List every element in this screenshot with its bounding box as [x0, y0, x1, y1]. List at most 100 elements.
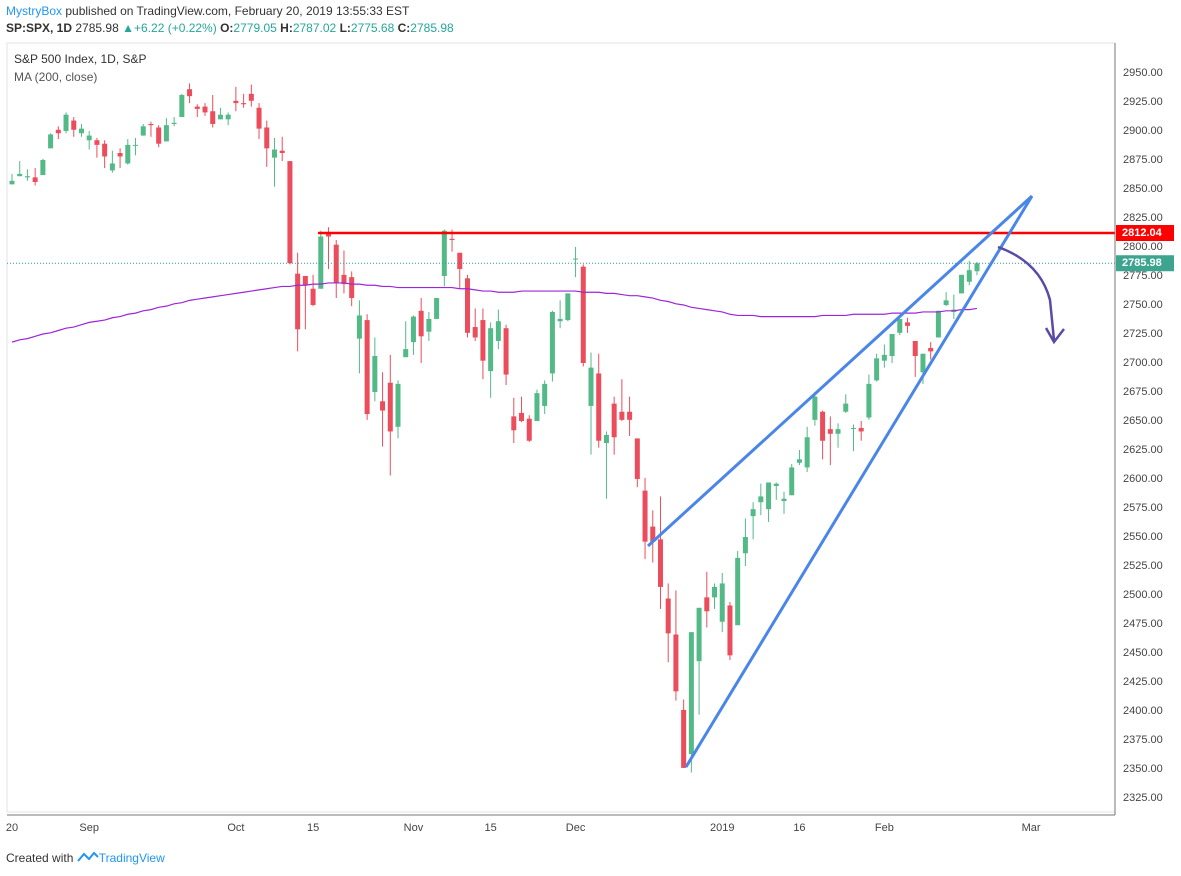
y-tick-label: 2450.00	[1123, 647, 1163, 659]
candle-body	[735, 557, 741, 626]
y-tick-label: 2325.00	[1123, 792, 1163, 804]
last-price-box	[1116, 255, 1174, 272]
chart-title: S&P 500 Index, 1D, S&P	[14, 52, 147, 66]
y-tick-label: 2675.00	[1123, 386, 1163, 398]
arrow: ▲	[122, 21, 134, 35]
x-tick-label: 2019	[710, 822, 734, 834]
candle-body	[665, 598, 671, 634]
labels: 2325.00 2350.00 2375.00 2400.00 2425.00 2450.…	[6, 67, 1174, 834]
candle-body	[380, 401, 386, 411]
y-tick-label: 2875.00	[1123, 154, 1163, 166]
candle-body	[140, 126, 146, 136]
candle-body	[9, 180, 15, 185]
candle-body	[596, 373, 602, 441]
x-tick-label: Nov	[404, 822, 424, 834]
x-tick-label: Mar	[1022, 822, 1041, 834]
candle-body	[843, 403, 849, 412]
candle-body	[681, 709, 687, 768]
author[interactable]: MystryBox	[6, 4, 63, 18]
change: +6.22 (+0.22%)	[134, 21, 217, 35]
candle-body	[480, 320, 486, 361]
footer: Created with TradingView	[6, 850, 165, 865]
candle-body	[866, 383, 872, 418]
candle-body	[966, 270, 972, 282]
candle-body	[472, 327, 478, 338]
candle-body	[71, 120, 77, 130]
candle-body	[943, 300, 949, 305]
published: published on TradingView.com, February 2…	[65, 4, 410, 18]
y-tick-label: 2825.00	[1123, 212, 1163, 224]
candle-body	[812, 396, 818, 420]
y-tick-label: 2700.00	[1123, 357, 1163, 369]
candle-body	[24, 176, 30, 178]
candle-body	[889, 333, 895, 357]
candle-body	[78, 128, 84, 134]
candle-body	[163, 125, 169, 142]
y-tick-label: 2750.00	[1123, 299, 1163, 311]
y-tick-label: 2850.00	[1123, 183, 1163, 195]
candle-body	[912, 340, 918, 357]
candle-body	[295, 273, 301, 330]
candle-body	[318, 236, 324, 289]
candle-body	[750, 509, 756, 517]
candle-body	[789, 467, 795, 496]
h: 2787.02	[292, 21, 337, 35]
candle-body	[32, 177, 38, 183]
candle-body	[364, 320, 370, 415]
trend-line	[646, 194, 1034, 548]
x-tick-label: 16	[793, 822, 805, 834]
last-price-label: 2785.98	[1122, 257, 1162, 269]
candle-body	[712, 586, 718, 598]
o-label: O:	[220, 21, 234, 35]
candle-body	[133, 144, 139, 146]
candle-body	[125, 144, 131, 164]
candle-body	[302, 275, 308, 286]
candle-body	[171, 122, 177, 124]
candle-body	[40, 159, 46, 176]
l-label: L:	[339, 21, 351, 35]
candle-body	[835, 429, 841, 434]
l: 2775.68	[350, 21, 395, 35]
candle-body	[372, 356, 378, 393]
candle-body	[673, 634, 679, 692]
candle-body	[874, 358, 880, 381]
y-tick-label: 2775.00	[1123, 270, 1163, 282]
plot-frame	[6, 42, 1116, 813]
candle-body	[217, 114, 223, 120]
level-label: 2812.04	[1122, 227, 1163, 239]
candle-body	[704, 597, 710, 612]
candle-body	[773, 483, 779, 486]
candle-body	[758, 496, 764, 503]
candle-body	[519, 412, 525, 422]
candle-body	[418, 310, 424, 337]
arrow	[997, 245, 1056, 341]
candle-body	[271, 149, 277, 158]
candle-body	[248, 93, 254, 101]
candle-body	[333, 244, 339, 283]
y-tick-label: 2725.00	[1123, 328, 1163, 340]
candle-body	[565, 293, 571, 321]
candle-body	[650, 526, 656, 542]
y-tick-label: 2550.00	[1123, 531, 1163, 543]
last: 2785.98	[75, 21, 119, 35]
candle-body	[634, 438, 640, 480]
candle-body	[326, 233, 332, 237]
candle-body	[742, 537, 748, 554]
candle-body	[86, 135, 92, 141]
candle-body	[233, 100, 239, 104]
candle-body	[935, 310, 941, 338]
candle-body	[156, 127, 162, 144]
candle-body	[279, 150, 285, 153]
candle-body	[804, 437, 810, 468]
candle-body	[766, 482, 772, 510]
x-tick-label: Sep	[79, 822, 99, 834]
candle-body	[387, 382, 393, 432]
y-tick-label: 2650.00	[1123, 415, 1163, 427]
y-tick-label: 2475.00	[1123, 618, 1163, 630]
candle-body	[434, 298, 440, 319]
y-tick-label: 2575.00	[1123, 502, 1163, 514]
candle-body	[194, 106, 200, 109]
footer-brand[interactable]: TradingView	[98, 851, 165, 865]
y-tick-label: 2900.00	[1123, 125, 1163, 137]
x-tick-label: Oct	[227, 822, 244, 834]
